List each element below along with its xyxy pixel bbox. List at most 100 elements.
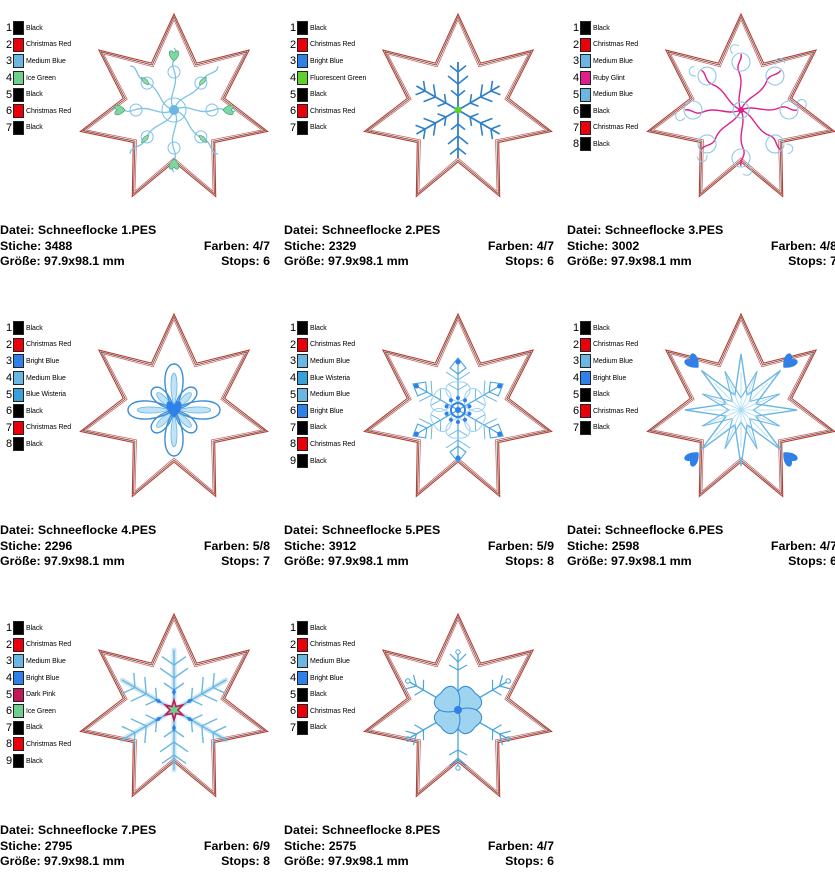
color-swatch (297, 337, 308, 352)
design-size: Größe: 97.9x98.1 mm (0, 554, 125, 569)
color-legend-row: 4 Bright Blue (290, 670, 355, 687)
color-name: Christmas Red (26, 341, 71, 349)
color-swatch (580, 404, 591, 419)
color-number: 1 (290, 22, 297, 35)
color-count: Farben: 6/9 (203, 838, 270, 853)
color-number: 7 (6, 721, 13, 734)
color-legend-row: 7 Black (573, 420, 638, 437)
color-number: 1 (6, 622, 13, 635)
color-name: Medium Blue (593, 91, 633, 99)
color-legend-row: 2 Christmas Red (290, 637, 355, 654)
color-name: Black (310, 691, 327, 699)
color-legend-row: 2 Christmas Red (6, 637, 71, 654)
color-legend-row: 8 Christmas Red (290, 436, 355, 453)
color-name: Black (593, 324, 610, 332)
color-swatch (580, 120, 591, 135)
design-info: Datei: Schneeflocke 3.PES Stiche: 3002 Far… (567, 223, 835, 270)
color-swatch (297, 687, 308, 702)
color-swatch (13, 371, 24, 386)
stop-count: Stops: 7 (788, 254, 835, 269)
color-count: Farben: 4/7 (487, 838, 554, 853)
color-number: 7 (290, 721, 297, 734)
color-number: 2 (573, 38, 580, 51)
color-swatch (297, 420, 308, 435)
color-number: 9 (290, 455, 297, 468)
color-legend-row: 4 Ruby Glint (573, 70, 638, 87)
color-swatch (297, 54, 308, 69)
color-legend-row: 4 Bright Blue (573, 370, 638, 387)
color-name: Blue Wisteria (310, 374, 350, 382)
color-legend-row: 5 Dark Pink (6, 686, 71, 703)
color-swatch (13, 337, 24, 352)
color-number: 3 (6, 55, 13, 68)
color-number: 6 (6, 105, 13, 118)
color-swatch (297, 404, 308, 419)
color-name: Bright Blue (310, 407, 344, 415)
color-legend-row: 9 Black (290, 453, 355, 470)
design-info: Datei: Schneeflocke 2.PES Stiche: 2329 Far… (284, 223, 554, 270)
color-swatch (13, 637, 24, 652)
color-legend-row: 1 Black (573, 320, 638, 337)
design-info: Datei: Schneeflocke 8.PES Stiche: 2575 Far… (284, 823, 554, 870)
design-info: Datei: Schneeflocke 7.PES Stiche: 2795 Far… (0, 823, 270, 870)
thread-color-legend: 1 Black 2 Christmas Red 3 Medium Blue 4 Bright … (6, 620, 71, 769)
design-info: Datei: Schneeflocke 4.PES Stiche: 2296 Far… (0, 523, 270, 570)
thread-color-legend: 1 Black 2 Christmas Red 3 Bright Blue 4 Medium … (6, 320, 71, 453)
stitch-count: Stiche: 2296 (0, 538, 73, 553)
color-legend-row: 3 Medium Blue (573, 53, 638, 70)
snowflake-design-preview (363, 312, 553, 498)
color-name: Black (310, 324, 327, 332)
color-legend-row: 6 Christmas Red (6, 103, 71, 120)
stop-count: Stops: 6 (221, 254, 270, 269)
color-swatch (297, 321, 308, 336)
color-legend-row: 7 Black (6, 120, 71, 137)
color-number: 2 (573, 338, 580, 351)
color-name: Christmas Red (593, 124, 638, 132)
color-name: Medium Blue (310, 357, 350, 365)
color-number: 5 (6, 688, 13, 701)
color-swatch (580, 21, 591, 36)
color-name: Black (26, 24, 43, 32)
color-number: 2 (290, 338, 297, 351)
color-name: Christmas Red (593, 407, 638, 415)
color-swatch (297, 37, 308, 52)
color-number: 2 (290, 38, 297, 51)
thread-color-legend: 1 Black 2 Christmas Red 3 Bright Blue 4 Fluores… (290, 20, 366, 136)
color-legend-row: 6 Christmas Red (290, 103, 366, 120)
snowflake-design-preview (79, 612, 269, 798)
color-number: 6 (573, 105, 580, 118)
file-name: Datei: Schneeflocke 8.PES (284, 823, 441, 837)
color-name: Bright Blue (310, 57, 344, 65)
embroidery-motif (675, 44, 807, 176)
file-name: Datei: Schneeflocke 2.PES (284, 223, 441, 237)
color-name: Christmas Red (26, 641, 71, 649)
file-name: Datei: Schneeflocke 6.PES (567, 523, 724, 537)
color-legend-row: 6 Christmas Red (290, 703, 355, 720)
stitch-count: Stiche: 2598 (567, 538, 640, 553)
color-name: Black (310, 91, 327, 99)
color-name: Ice Green (26, 707, 56, 715)
color-name: Christmas Red (26, 107, 71, 115)
color-name: Black (593, 391, 610, 399)
color-legend-row: 1 Black (290, 320, 355, 337)
color-number: 4 (6, 372, 13, 385)
color-number: 1 (573, 22, 580, 35)
color-count: Farben: 4/7 (770, 538, 835, 553)
snowflake-star-artwork (76, 610, 272, 810)
color-name: Medium Blue (26, 657, 66, 665)
thread-color-legend: 1 Black 2 Christmas Red 3 Medium Blue 4 Bright … (573, 320, 638, 436)
snowflake-star-artwork (360, 310, 556, 510)
color-swatch (13, 621, 24, 636)
color-legend-row: 2 Christmas Red (573, 337, 638, 354)
color-legend-row: 6 Christmas Red (573, 403, 638, 420)
file-name: Datei: Schneeflocke 4.PES (0, 523, 157, 537)
color-legend-row: 5 Black (6, 86, 71, 103)
color-swatch (13, 71, 24, 86)
color-number: 7 (6, 121, 13, 134)
color-number: 6 (6, 705, 13, 718)
stitch-count: Stiche: 3488 (0, 238, 73, 253)
color-swatch (297, 437, 308, 452)
color-legend-row: 3 Bright Blue (290, 53, 366, 70)
color-swatch (580, 87, 591, 102)
embroidery-motif (111, 47, 237, 173)
